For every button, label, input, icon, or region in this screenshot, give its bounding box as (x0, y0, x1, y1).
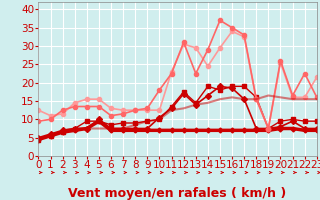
X-axis label: Vent moyen/en rafales ( km/h ): Vent moyen/en rafales ( km/h ) (68, 187, 287, 200)
